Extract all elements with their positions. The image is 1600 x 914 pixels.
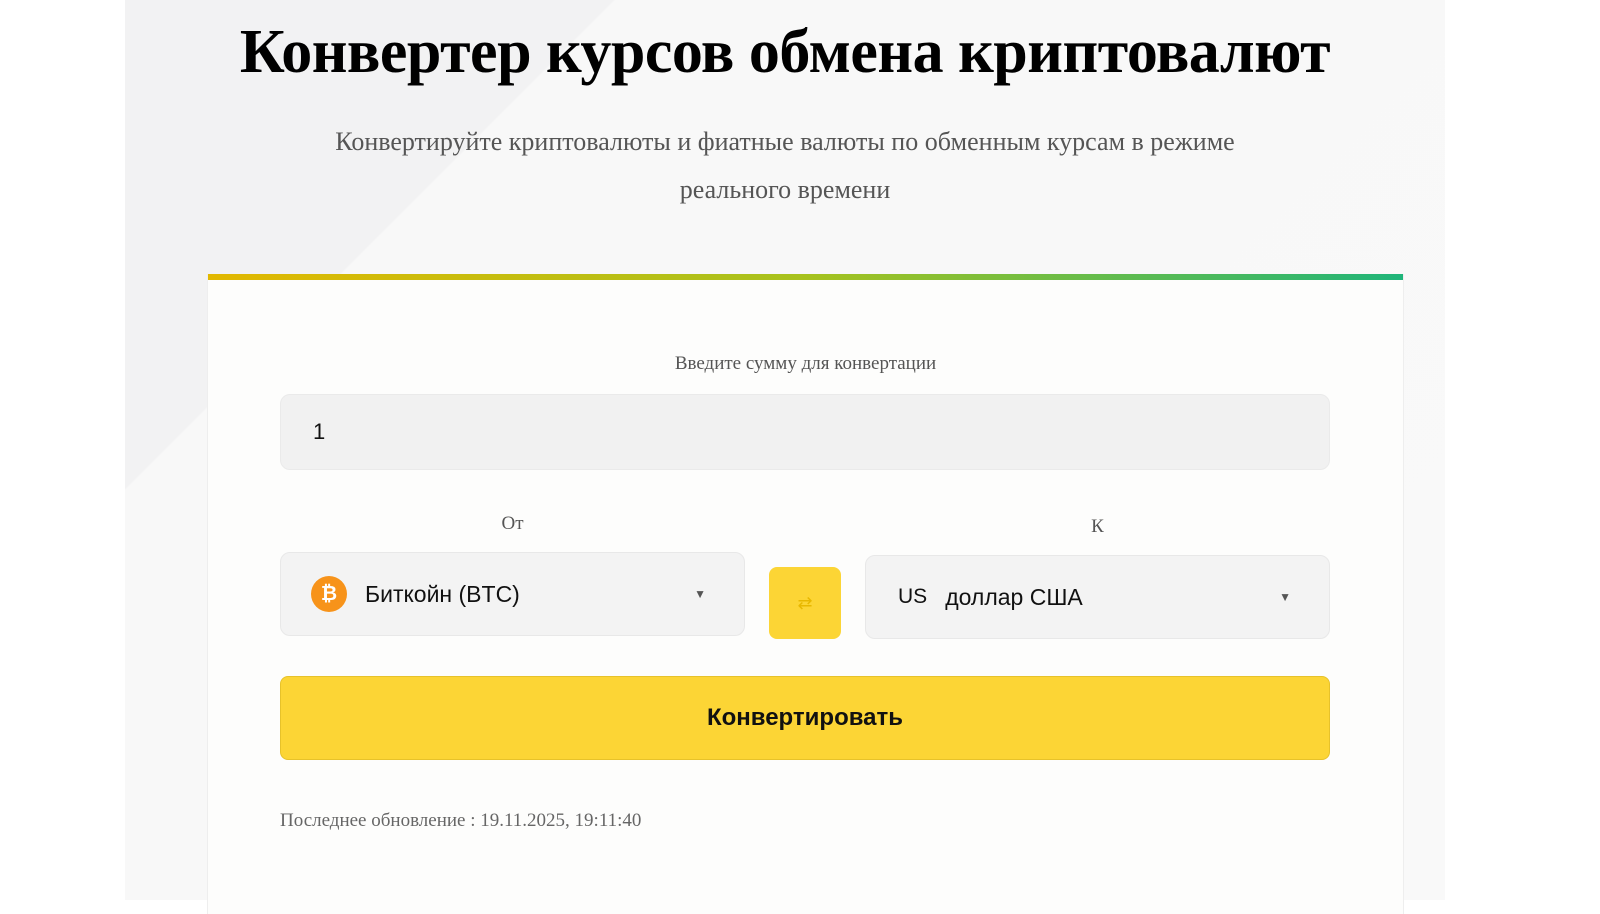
- gradient-top-bar: [208, 274, 1403, 280]
- amount-input[interactable]: 1: [280, 394, 1330, 470]
- chevron-down-icon: ▼: [1279, 590, 1291, 604]
- from-currency-select[interactable]: ₿ Биткойн (BTC) ▼: [280, 552, 745, 636]
- from-currency-value: Биткойн (BTC): [365, 580, 520, 607]
- amount-label: Введите сумму для конвертации: [674, 353, 937, 374]
- last-update-text: Последнее обновление : 19.11.2025, 19:11…: [280, 810, 642, 831]
- page-subtitle: Конвертируйте криптовалюты и фиатные вал…: [335, 127, 1235, 204]
- to-currency-select[interactable]: US доллар США ▼: [865, 555, 1330, 639]
- to-label: К: [1091, 516, 1104, 537]
- page: Конвертер курсов обмена криптовалют Конв…: [125, 0, 1445, 914]
- converter-card: Введите сумму для конвертации 1 От К ₿ Б…: [207, 274, 1404, 914]
- currency-code: US: [898, 585, 928, 608]
- convert-button[interactable]: Конвертировать: [280, 676, 1330, 760]
- swap-arrows-icon: ⇄: [797, 592, 813, 613]
- page-title: Конвертер курсов обмена криптовалют: [239, 18, 1331, 86]
- swap-button[interactable]: ⇄: [769, 567, 841, 639]
- to-currency-value: доллар США: [945, 583, 1083, 610]
- bitcoin-icon: ₿: [311, 576, 347, 612]
- from-label: От: [501, 513, 524, 534]
- chevron-down-icon: ▼: [694, 587, 706, 601]
